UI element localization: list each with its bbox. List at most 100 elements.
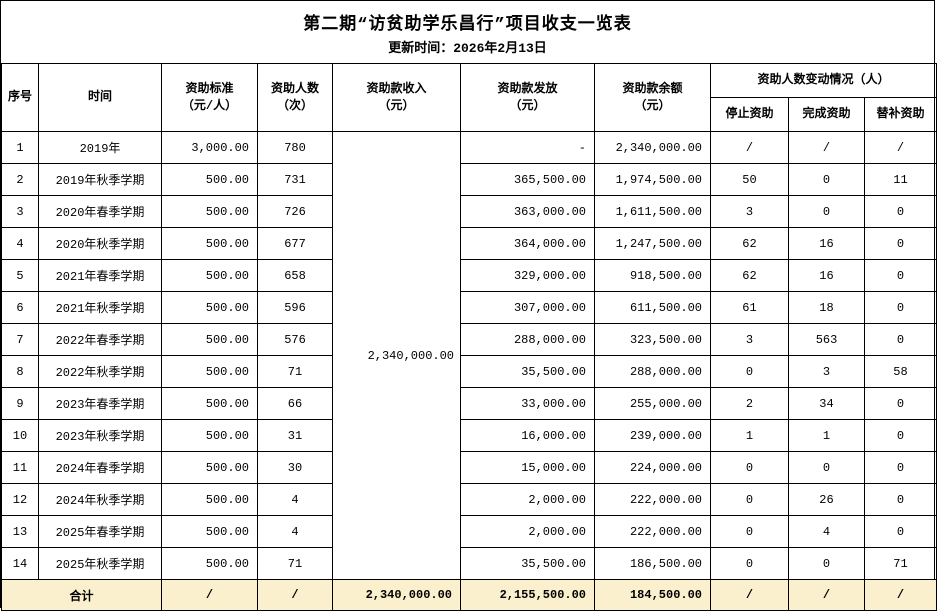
cell-time: 2024年春季学期 <box>38 451 162 484</box>
cell-done: 0 <box>788 451 865 484</box>
cell-substitute: 11 <box>864 163 937 196</box>
cell-index: 2 <box>1 163 39 196</box>
cell-time: 2025年春季学期 <box>38 515 162 548</box>
cell-done: 16 <box>788 227 865 260</box>
cell-time: 2019年秋季学期 <box>38 163 162 196</box>
cell-balance: 1,974,500.00 <box>594 163 711 196</box>
cell-time: 2024年秋季学期 <box>38 483 162 516</box>
cell-stop: 0 <box>710 515 789 548</box>
cell-balance: 222,000.00 <box>594 515 711 548</box>
cell-substitute: 0 <box>864 451 937 484</box>
cell-standard: 500.00 <box>161 291 258 324</box>
cell-balance: 186,500.00 <box>594 547 711 580</box>
total-income: 2,340,000.00 <box>332 579 461 611</box>
cell-balance: 611,500.00 <box>594 291 711 324</box>
cell-balance: 1,611,500.00 <box>594 195 711 228</box>
cell-count: 576 <box>257 323 333 356</box>
cell-index: 14 <box>1 547 39 580</box>
title-block: 第二期“访贫助学乐昌行”项目收支一览表 更新时间：2026年2月13日 <box>1 1 934 63</box>
cell-standard: 500.00 <box>161 387 258 420</box>
cell-paid: 15,000.00 <box>460 451 595 484</box>
cell-done: 0 <box>788 547 865 580</box>
cell-stop: 0 <box>710 451 789 484</box>
total-stop: / <box>710 579 789 611</box>
table-row: 6 2021年秋季学期 500.00 596 307,000.00 611,500.00 6… <box>1 291 937 324</box>
cell-time: 2023年秋季学期 <box>38 419 162 452</box>
cell-paid: 364,000.00 <box>460 227 595 260</box>
cell-substitute: 0 <box>864 227 937 260</box>
cell-paid: 329,000.00 <box>460 259 595 292</box>
cell-time: 2022年秋季学期 <box>38 355 162 388</box>
total-count: / <box>257 579 333 611</box>
total-paid: 2,155,500.00 <box>460 579 595 611</box>
cell-balance: 239,000.00 <box>594 419 711 452</box>
cell-standard: 500.00 <box>161 163 258 196</box>
table-row: 9 2023年春季学期 500.00 66 33,000.00 255,000.00 2 34… <box>1 387 937 420</box>
cell-time: 2022年春季学期 <box>38 323 162 356</box>
cell-balance: 224,000.00 <box>594 451 711 484</box>
table-row: 1 2019年 3,000.00 780 2,340,000.00-2,340,000.… <box>1 131 937 580</box>
table-row: 13 2025年春季学期 500.00 4 2,000.00 222,000.00 0 4 0 <box>1 515 937 548</box>
cell-count: 677 <box>257 227 333 260</box>
cell-time: 2023年春季学期 <box>38 387 162 420</box>
total-substitute: / <box>864 579 937 611</box>
cell-stop: 62 <box>710 259 789 292</box>
header-index: 序号 <box>1 63 39 132</box>
cell-standard: 500.00 <box>161 515 258 548</box>
cell-count: 30 <box>257 451 333 484</box>
total-row: 合计 / / 2,340,000.00 2,155,500.00 184,500… <box>1 579 937 611</box>
cell-balance: 323,500.00 <box>594 323 711 356</box>
cell-time: 2021年秋季学期 <box>38 291 162 324</box>
cell-substitute: 0 <box>864 483 937 516</box>
header-income: 资助款收入 （元） <box>332 63 461 132</box>
cell-done: 563 <box>788 323 865 356</box>
header-time: 时间 <box>38 63 162 132</box>
header-balance: 资助款余额 （元） <box>594 63 711 132</box>
cell-standard: 500.00 <box>161 451 258 484</box>
cell-done: 18 <box>788 291 865 324</box>
cell-count: 596 <box>257 291 333 324</box>
cell-standard: 500.00 <box>161 195 258 228</box>
cell-paid: 33,000.00 <box>460 387 595 420</box>
page-title: 第二期“访贫助学乐昌行”项目收支一览表 <box>303 15 632 35</box>
table-row: 3 2020年春季学期 500.00 726 363,000.00 1,611,500.0… <box>1 195 937 228</box>
table-row: 11 2024年春季学期 500.00 30 15,000.00 224,000.00 0 0… <box>1 451 937 484</box>
cell-stop: 50 <box>710 163 789 196</box>
cell-done: 1 <box>788 419 865 452</box>
cell-stop: 62 <box>710 227 789 260</box>
cell-substitute: / <box>864 131 937 164</box>
project-table: 序号 时间 资助标准 （元/人） 资助人数 （次） 资助款收入 （元） 资助款发… <box>1 63 937 611</box>
cell-done: / <box>788 131 865 164</box>
cell-stop: 3 <box>710 323 789 356</box>
cell-time: 2020年春季学期 <box>38 195 162 228</box>
cell-substitute: 0 <box>864 387 937 420</box>
total-standard: / <box>161 579 258 611</box>
table-row: 14 2025年秋季学期 500.00 71 35,500.00 186,500.00 0 0… <box>1 547 937 580</box>
cell-count: 4 <box>257 483 333 516</box>
cell-standard: 500.00 <box>161 355 258 388</box>
cell-standard: 500.00 <box>161 227 258 260</box>
cell-standard: 3,000.00 <box>161 131 258 164</box>
cell-time: 2025年秋季学期 <box>38 547 162 580</box>
table-row: 8 2022年秋季学期 500.00 71 35,500.00 288,000.00 0 3 5… <box>1 355 937 388</box>
header-count: 资助人数 （次） <box>257 63 333 132</box>
cell-done: 3 <box>788 355 865 388</box>
cell-paid: 2,000.00 <box>460 515 595 548</box>
cell-paid: 35,500.00 <box>460 547 595 580</box>
total-label: 合计 <box>1 579 162 611</box>
cell-count: 726 <box>257 195 333 228</box>
cell-standard: 500.00 <box>161 259 258 292</box>
cell-count: 4 <box>257 515 333 548</box>
cell-balance: 288,000.00 <box>594 355 711 388</box>
cell-index: 6 <box>1 291 39 324</box>
table-body: 1 2019年 3,000.00 780 2,340,000.00-2,340,000.… <box>1 131 937 580</box>
cell-stop: / <box>710 131 789 164</box>
cell-count: 71 <box>257 355 333 388</box>
cell-stop: 2 <box>710 387 789 420</box>
cell-stop: 3 <box>710 195 789 228</box>
total-balance: 184,500.00 <box>594 579 711 611</box>
cell-substitute: 0 <box>864 419 937 452</box>
table-row: 7 2022年春季学期 500.00 576 288,000.00 323,500.00 3… <box>1 323 937 356</box>
table-header: 序号 时间 资助标准 （元/人） 资助人数 （次） 资助款收入 （元） 资助款发… <box>1 63 937 132</box>
cell-paid: 363,000.00 <box>460 195 595 228</box>
